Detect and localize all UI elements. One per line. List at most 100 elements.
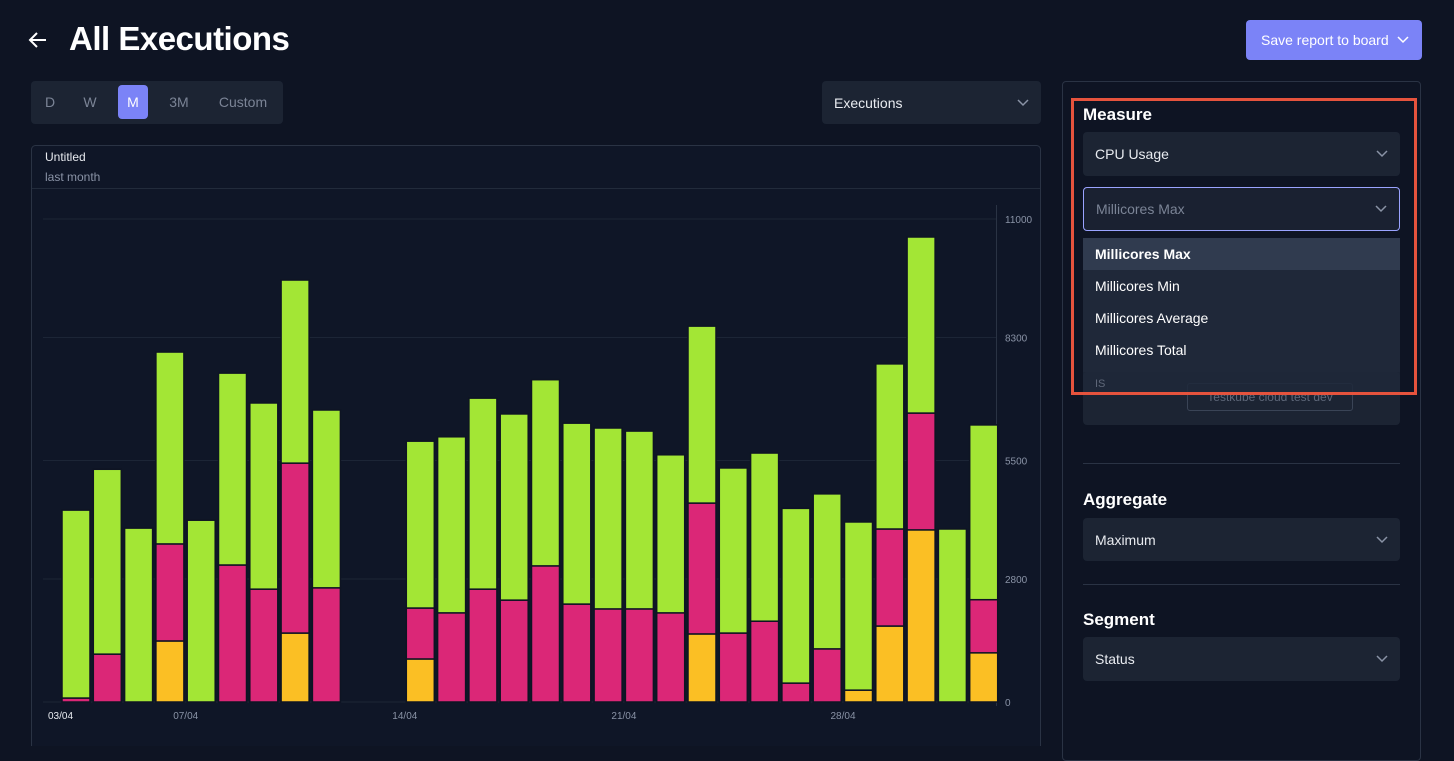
y-tick-label: 0 [1005,698,1011,709]
bar-segment [843,689,874,703]
bar-segment [687,502,717,635]
bar-segment [687,633,717,703]
x-tick-label: 14/04 [392,711,417,722]
bar-segment [968,424,999,601]
bar-segment [530,565,561,703]
option[interactable]: Millicores Average [1095,310,1209,326]
option[interactable]: Millicores Max [1083,238,1400,270]
highlight-box [1071,98,1417,395]
bar-segment [311,587,342,703]
bar-segment [468,397,498,590]
bar-segment [405,440,436,609]
bar-segment [249,588,279,703]
partial-option: IS [1083,372,1400,392]
period-tabs: D W M 3M Custom [31,81,283,124]
bar-segment [843,521,874,691]
bar-segment [280,632,310,703]
bar-segment [217,564,248,703]
bar-segment [968,598,999,654]
view-select[interactable]: Executions [822,81,1041,124]
segment-label: Segment [1083,610,1155,629]
bar-segment [499,413,529,601]
bar-segment [499,599,529,703]
bar-segment [217,372,248,566]
bar-segment [280,279,310,464]
bar-segment [687,325,717,504]
bar-segment [123,527,154,703]
y-tick-label: 5500 [1005,457,1028,468]
option[interactable]: Millicores Min [1095,278,1180,294]
bar-segment [249,402,279,590]
bar-segment [749,452,780,622]
option[interactable]: Millicores Total [1095,342,1187,358]
tab[interactable]: M [118,85,148,119]
x-tick-label: 07/04 [173,711,198,722]
bar-segment [937,528,968,703]
bar-segment [530,378,561,567]
y-tick-label: 8300 [1005,334,1028,345]
bar-segment [186,519,216,703]
bar-segment [92,468,123,655]
x-tick-label: 03/04 [48,711,73,722]
chart-subtitle: last month [45,170,100,184]
bar-segment [562,603,592,703]
segment-select[interactable]: Status [1083,637,1400,681]
select-value: CPU Usage [1095,146,1169,162]
aggregate-select[interactable]: Maximum [1083,518,1400,561]
bar-segment [655,454,686,614]
x-tick-label: 28/04 [831,711,856,722]
bar-segment [718,467,749,634]
measure-select[interactable]: CPU Usage [1083,132,1400,176]
page-title: All Executions [69,20,290,57]
bar-segment [624,608,655,703]
bar-segment [624,430,655,610]
bar-segment [593,608,623,703]
bar-segment [968,652,999,703]
save-button[interactable]: Save report to board [1246,20,1422,60]
chart-title: Untitled [45,150,86,164]
bar-segment [593,427,623,610]
bar-segment [280,462,310,634]
bar-segment [718,632,749,703]
bar-segment [155,543,185,642]
dropdown-list: Millicores Max Millicores Min Millicores… [1083,238,1400,372]
bar-segment [812,648,842,703]
x-tick-label: 21/04 [611,711,636,722]
bar-segment [655,612,686,703]
bar-segment [781,682,811,703]
measure-label: Measure [1083,105,1152,124]
chart: Untitled last month 0 2800 5500 8300 11000 03… [31,145,1041,746]
bar-segment [436,436,467,614]
divider [1083,584,1400,585]
y-tick-label: 11000 [1005,215,1033,226]
tab[interactable]: D [44,94,56,110]
bar-segment [875,625,905,703]
bar-segment [906,236,936,414]
bar-segment [155,640,185,703]
bar-segment [812,493,842,650]
select-placeholder: Millicores Max [1096,201,1185,217]
bar-segment [906,529,936,703]
tab[interactable]: 3M [169,94,189,110]
bar-segment [92,653,123,703]
bar-segment [468,588,498,703]
y-tick-label: 2800 [1005,575,1028,586]
bar-segment [155,351,185,545]
bar-segment [562,422,592,605]
metric-select[interactable]: Millicores Max [1083,187,1400,231]
back-arrow[interactable] [28,30,50,52]
tab[interactable]: W [83,94,97,110]
select-value: Status [1095,651,1135,667]
bar-segment [906,412,936,531]
select-value: Executions [834,94,903,111]
bar-segment [405,658,436,703]
save-label: Save report to board [1261,32,1389,48]
bar-segment [875,528,905,627]
bar-segment [311,409,342,589]
bar-segment [781,507,811,684]
tab[interactable]: Custom [218,94,268,110]
select-value: Maximum [1095,531,1156,548]
bar-segment [749,620,780,703]
aggregate-label: Aggregate [1083,490,1168,509]
